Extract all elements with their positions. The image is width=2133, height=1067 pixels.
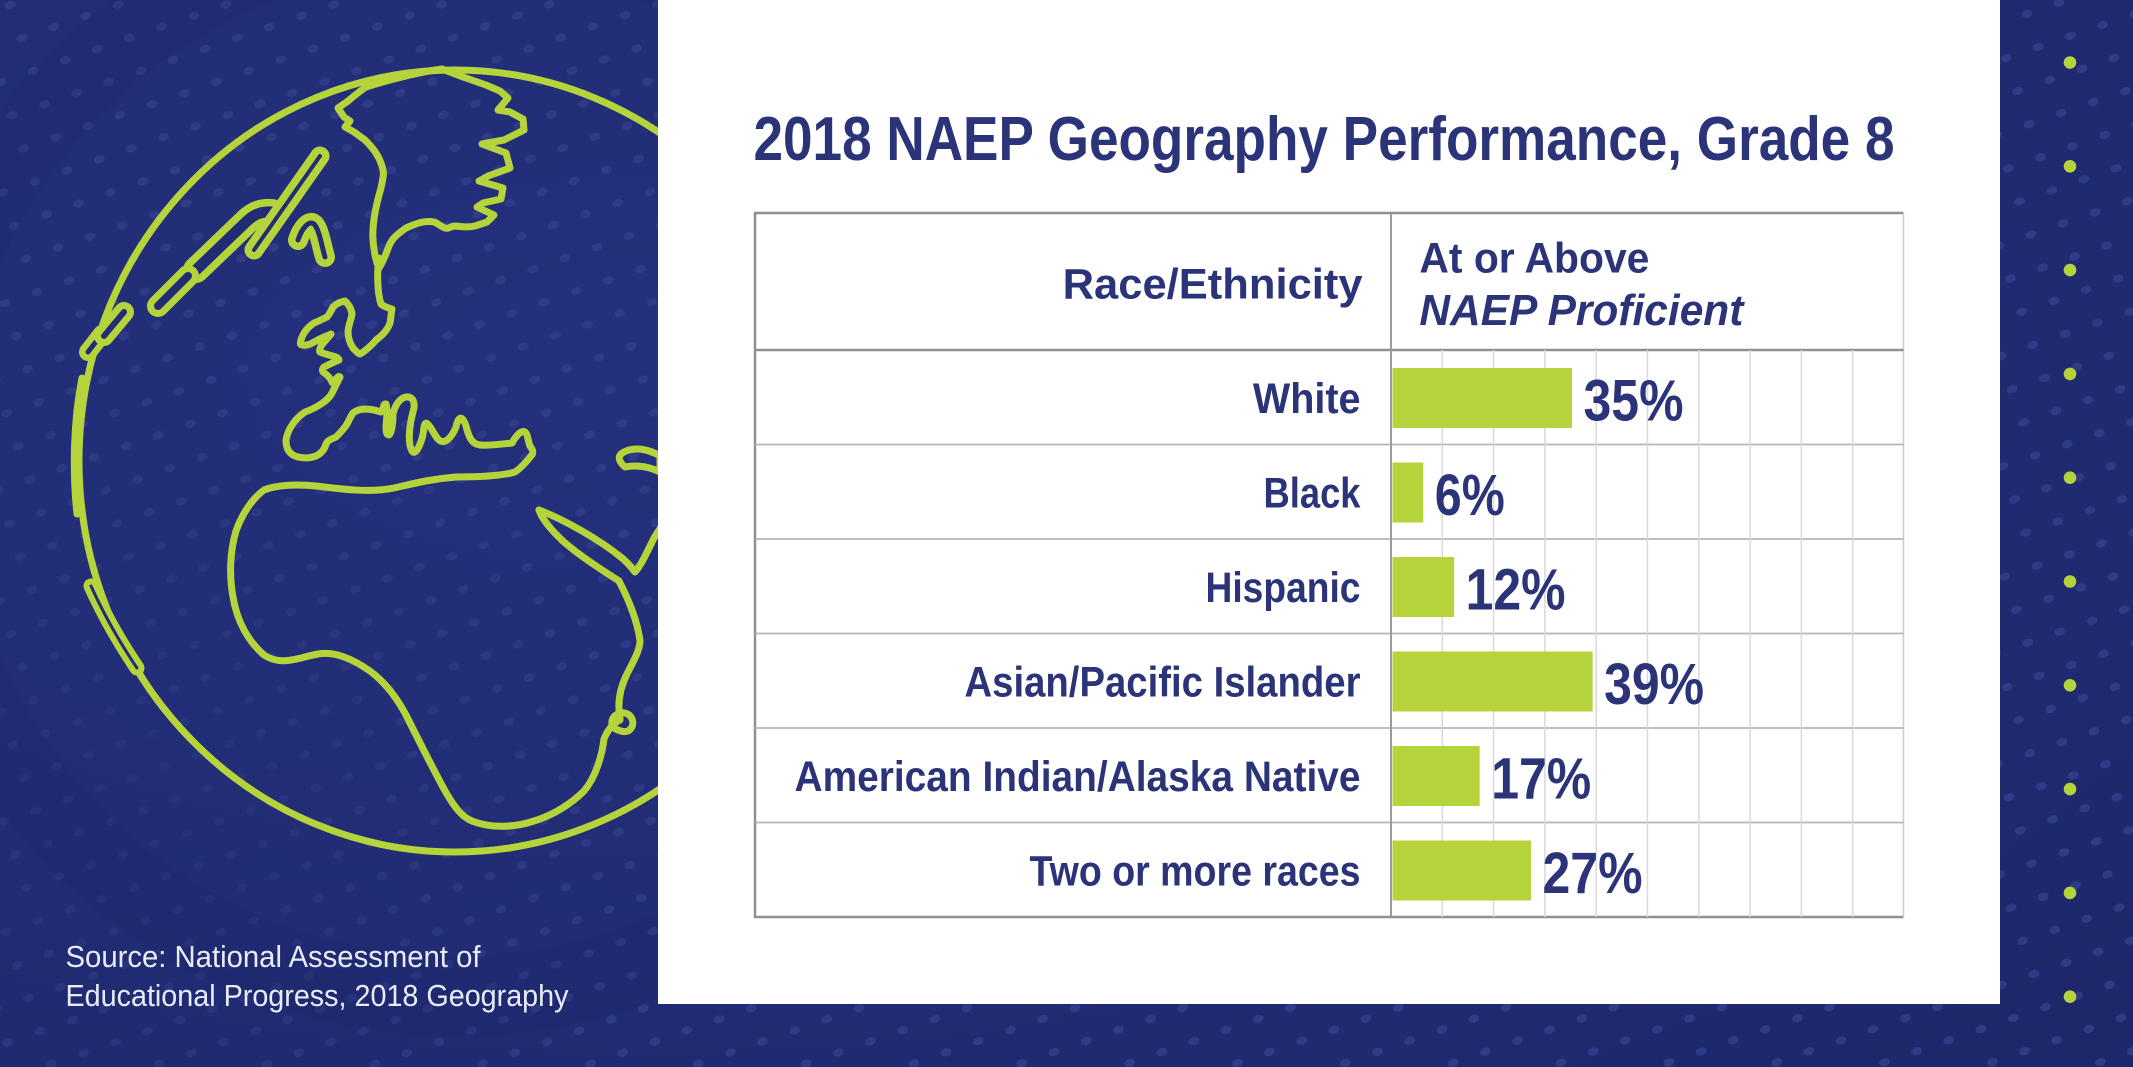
svg-text:Hispanic: Hispanic — [1206, 564, 1361, 612]
svg-text:12%: 12% — [1466, 558, 1566, 623]
svg-text:35%: 35% — [1584, 369, 1684, 434]
svg-text:White: White — [1253, 375, 1361, 423]
svg-text:2018 NAEP Geography Performanc: 2018 NAEP Geography Performance, Grade 8 — [754, 105, 1895, 174]
svg-text:Race/Ethnicity: Race/Ethnicity — [1063, 260, 1363, 308]
svg-text:6%: 6% — [1435, 463, 1505, 528]
svg-text:17%: 17% — [1491, 747, 1591, 812]
svg-text:Asian/Pacific Islander: Asian/Pacific Islander — [965, 659, 1361, 707]
svg-text:At or Above: At or Above — [1419, 235, 1649, 283]
svg-text:27%: 27% — [1543, 841, 1643, 906]
svg-text:Educational Progress, 2018 Geo: Educational Progress, 2018 Geography — [66, 978, 569, 1013]
svg-text:NAEP Proficient: NAEP Proficient — [1419, 286, 1745, 335]
svg-text:39%: 39% — [1604, 652, 1704, 717]
svg-text:American Indian/Alaska Native: American Indian/Alaska Native — [795, 753, 1361, 801]
svg-text:Two or more races: Two or more races — [1030, 848, 1361, 896]
svg-text:Source: National Assessment of: Source: National Assessment of — [66, 939, 481, 974]
svg-text:Black: Black — [1264, 470, 1361, 518]
